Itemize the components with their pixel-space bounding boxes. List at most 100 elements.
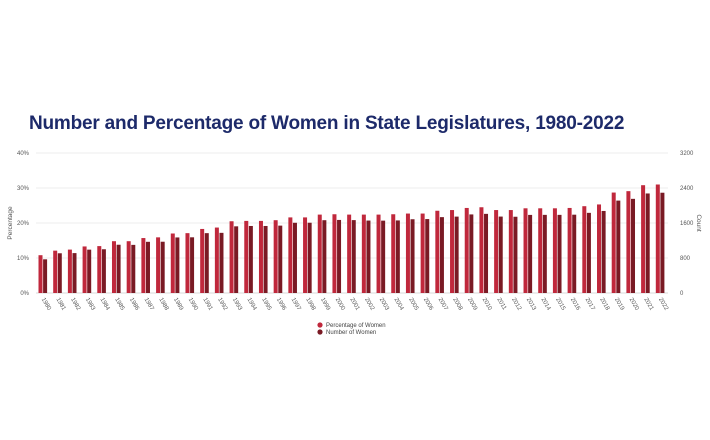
bar-count: [557, 214, 562, 293]
bar-count: [616, 200, 621, 293]
bar-count: [263, 225, 268, 293]
x-tick-label: 1992: [216, 297, 228, 312]
bar-percentage: [376, 214, 381, 293]
bar-count: [307, 222, 312, 293]
y-axis-title: Percentage: [7, 206, 14, 240]
x-tick-label: 1987: [143, 297, 155, 312]
legend-marker-count: [317, 329, 323, 335]
y2-tick-label: 1600: [680, 221, 694, 227]
x-tick-label: 2018: [598, 297, 610, 312]
x-tick-label: 2004: [393, 297, 405, 312]
x-tick-label: 1998: [304, 297, 316, 312]
bar-percentage: [244, 220, 249, 293]
bar-percentage: [538, 208, 543, 293]
y-tick-label: 20%: [17, 221, 30, 227]
bar-percentage: [508, 210, 513, 293]
bar-percentage: [97, 246, 102, 293]
bar-count: [572, 214, 577, 293]
bar-percentage: [391, 214, 396, 293]
bar-percentage: [361, 214, 366, 293]
bar-percentage: [214, 227, 219, 293]
bar-percentage: [229, 221, 234, 293]
bar-count: [234, 226, 239, 293]
x-tick-label: 1981: [54, 297, 66, 312]
x-tick-label: 2001: [348, 297, 360, 312]
bar-count: [57, 253, 62, 293]
bar-percentage: [170, 233, 175, 293]
bar-count: [219, 232, 224, 293]
bar-percentage: [38, 255, 43, 293]
x-tick-label: 1985: [113, 297, 125, 312]
bar-percentage: [273, 220, 278, 293]
bar-count: [72, 253, 77, 293]
y-tick-label: 0%: [20, 291, 29, 297]
x-tick-label: 2007: [437, 297, 449, 312]
x-tick-label: 1990: [187, 297, 199, 312]
legend-marker-percentage: [317, 322, 323, 328]
bar-percentage: [611, 192, 616, 293]
bar-count: [601, 210, 606, 293]
bar-percentage: [582, 206, 587, 293]
x-tick-label: 2021: [642, 297, 654, 312]
y2-tick-label: 3200: [680, 151, 694, 157]
bar-count: [292, 222, 297, 293]
bar-count: [425, 219, 430, 293]
bar-percentage: [405, 213, 410, 293]
x-tick-label: 2019: [613, 297, 625, 312]
y-tick-label: 10%: [17, 256, 30, 262]
bar-percentage: [552, 208, 557, 293]
bar-percentage: [626, 191, 631, 293]
x-tick-label: 2022: [657, 297, 669, 312]
x-tick-label: 2012: [510, 297, 522, 312]
x-tick-label: 2002: [363, 297, 375, 312]
bar-count: [351, 220, 356, 293]
bar-count: [454, 216, 459, 293]
x-tick-label: 2003: [378, 297, 390, 312]
bar-count: [145, 241, 150, 293]
y2-tick-label: 800: [680, 256, 691, 262]
bar-count: [631, 198, 636, 293]
bar-count: [190, 237, 195, 293]
bar-percentage: [523, 208, 528, 293]
bar-count: [101, 249, 106, 293]
bar-count: [513, 216, 518, 293]
y2-tick-label: 2400: [680, 186, 694, 192]
y-tick-label: 30%: [17, 186, 30, 192]
bar-percentage: [156, 237, 161, 293]
x-tick-label: 1983: [84, 297, 96, 312]
x-tick-label: 2017: [584, 297, 596, 312]
bar-count: [528, 214, 533, 293]
legend-label-percentage: Percentage of Women: [326, 323, 386, 329]
bar-percentage: [347, 214, 352, 293]
bar-percentage: [53, 250, 58, 293]
bar-percentage: [494, 210, 499, 293]
bar-count: [498, 216, 503, 293]
bar-percentage: [479, 207, 484, 293]
bar-count: [278, 225, 283, 293]
x-tick-label: 2015: [554, 297, 566, 312]
x-tick-label: 1982: [69, 297, 81, 312]
bar-percentage: [185, 233, 190, 293]
x-tick-label: 2006: [422, 297, 434, 312]
bar-count: [469, 214, 474, 293]
x-tick-label: 1994: [246, 297, 258, 312]
x-tick-label: 2016: [569, 297, 581, 312]
x-tick-label: 1997: [290, 297, 302, 312]
x-tick-label: 1995: [260, 297, 272, 312]
bar-count: [439, 217, 444, 293]
bar-count: [160, 241, 165, 293]
x-tick-label: 2009: [466, 297, 478, 312]
bar-count: [542, 214, 547, 293]
bar-percentage: [655, 184, 660, 293]
bar-count: [366, 220, 371, 293]
bar-percentage: [641, 185, 646, 293]
bar-count: [410, 219, 415, 293]
x-tick-label: 1984: [99, 297, 111, 312]
bar-percentage: [435, 210, 440, 293]
y2-axis-title: Count: [695, 214, 702, 232]
x-tick-label: 2013: [525, 297, 537, 312]
bar-percentage: [200, 228, 205, 293]
x-tick-label: 1980: [40, 297, 52, 312]
x-tick-label: 1999: [319, 297, 331, 312]
